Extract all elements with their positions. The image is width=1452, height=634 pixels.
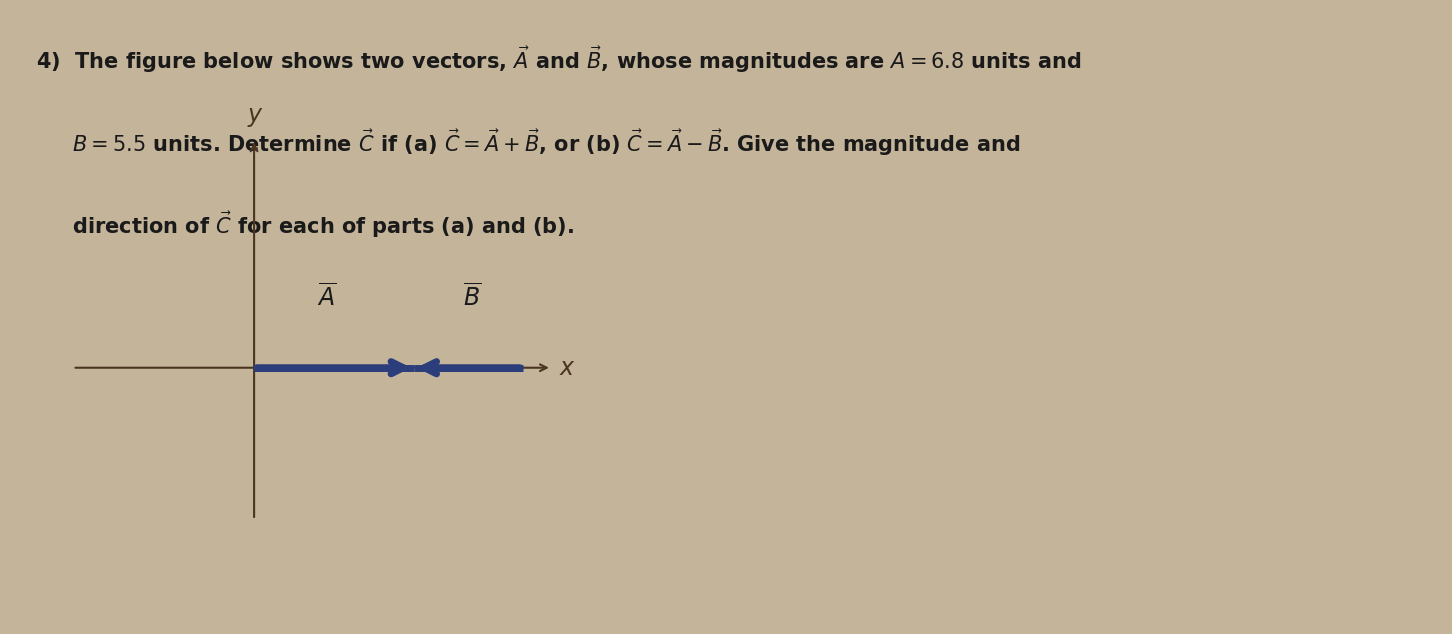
Text: $x$: $x$ [559,356,576,380]
Text: 4)  The figure below shows two vectors, $\vec{A}$ and $\vec{B}$, whose magnitude: 4) The figure below shows two vectors, $… [36,44,1082,75]
Text: y: y [247,103,261,127]
Text: $\overline{A}$: $\overline{A}$ [317,285,337,311]
Text: $B = 5.5$ units. Determine $\vec{C}$ if (a) $\vec{C} = \vec{A} + \vec{B}$, or (b: $B = 5.5$ units. Determine $\vec{C}$ if … [36,127,1021,158]
Text: $\overline{B}$: $\overline{B}$ [463,285,481,311]
Text: direction of $\vec{C}$ for each of parts (a) and (b).: direction of $\vec{C}$ for each of parts… [36,209,575,240]
